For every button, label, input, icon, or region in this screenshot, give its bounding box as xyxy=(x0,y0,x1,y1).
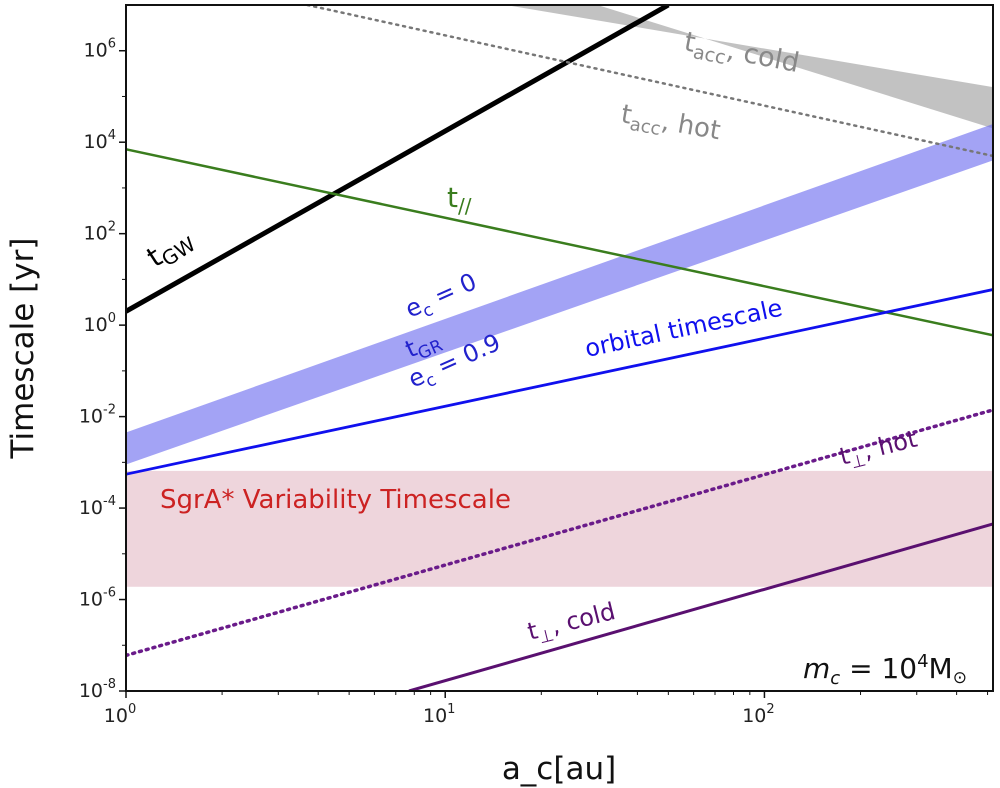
annotation-tacc_hot: tacc, hot xyxy=(618,99,723,150)
annotation-tacc_cold: tacc, cold xyxy=(681,26,802,83)
annotation-orb: orbital timescale xyxy=(582,294,784,363)
annotation-tgw: tGW xyxy=(141,221,200,277)
x-tick-label-2: 102 xyxy=(742,702,774,727)
series-orb-line xyxy=(126,288,993,476)
y-axis-label: Timescale [yr] xyxy=(5,238,41,460)
y-tick-label-6: 104 xyxy=(84,128,116,153)
y-tick-label-2: 10-4 xyxy=(79,494,116,519)
y-tick-label-4: 100 xyxy=(84,311,116,336)
mass-label: mc = 104M⊙ xyxy=(803,651,967,689)
x-axis-label: a_c[au] xyxy=(502,751,616,787)
annotation-tpar: t// xyxy=(447,181,472,218)
y-tick-label-7: 106 xyxy=(84,37,116,62)
band-sgra xyxy=(126,470,993,587)
y-tick-label-5: 102 xyxy=(84,220,116,245)
series-tpar-line xyxy=(126,148,993,337)
annotation-sgra: SgrA* Variability Timescale xyxy=(160,485,511,515)
series-tgw-line xyxy=(126,5,670,314)
band-tgr xyxy=(126,124,993,465)
y-tick-label-3: 10-2 xyxy=(79,403,116,428)
x-tick-label-0: 100 xyxy=(104,702,136,727)
plot-frame xyxy=(125,4,994,692)
series-tperp_cold-line xyxy=(408,522,993,691)
series-tperp_hot-line xyxy=(126,408,993,658)
x-tick-label-1: 101 xyxy=(423,702,455,727)
y-tick-label-1: 10-6 xyxy=(79,586,116,611)
series-tacc_hot-line xyxy=(306,5,993,158)
annotation-tperp_cold: t⊥, cold xyxy=(525,597,620,651)
y-tick-label-0: 10-8 xyxy=(79,677,116,702)
